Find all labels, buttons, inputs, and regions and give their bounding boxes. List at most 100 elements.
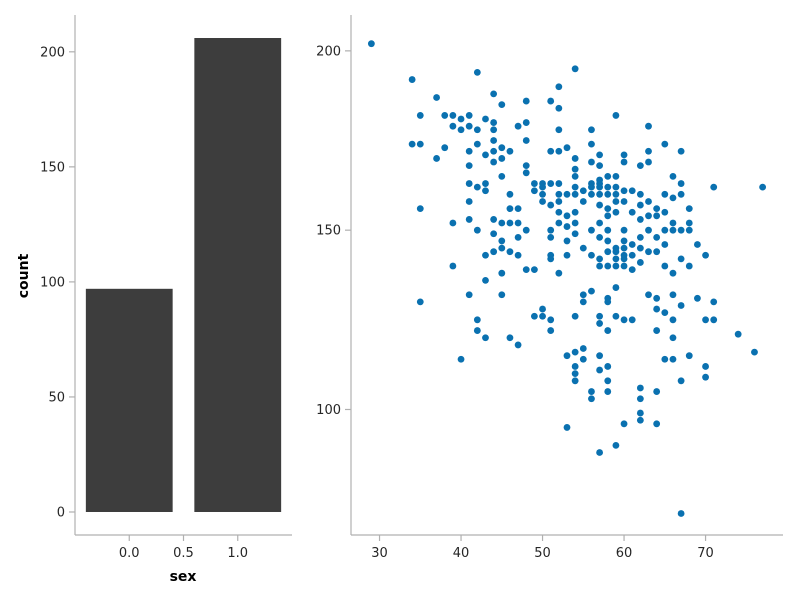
- scatter-point: [416, 112, 424, 119]
- scatter-point: [612, 190, 620, 198]
- scatter-point: [596, 449, 604, 456]
- scatter-point: [628, 241, 636, 248]
- scatter-point: [457, 355, 465, 363]
- scatter-point: [604, 237, 612, 245]
- scatter-point: [571, 377, 579, 385]
- scatter-point: [588, 190, 595, 198]
- scatter-point: [636, 233, 644, 241]
- scatter-point: [604, 262, 612, 270]
- scatter-point: [506, 248, 514, 256]
- scatter-point: [604, 226, 612, 234]
- scatter-point: [563, 223, 571, 230]
- scatter-point: [571, 190, 579, 198]
- scatter-point: [677, 302, 685, 309]
- scatter-point: [636, 190, 644, 198]
- scatter-point: [661, 309, 669, 317]
- scatter-point: [620, 262, 628, 270]
- scatter-point: [628, 187, 636, 195]
- scatter-point: [596, 162, 604, 170]
- scatter-point: [588, 126, 595, 134]
- scatter-point: [473, 226, 481, 234]
- bar-y-tick-label: 200: [40, 45, 65, 60]
- scatter-point: [579, 355, 587, 363]
- bar-x-tick-label: 0.0: [119, 546, 140, 561]
- scatter-y-tick-label: 100: [316, 403, 341, 418]
- scatter-point: [449, 262, 457, 270]
- scatter-point: [449, 122, 457, 130]
- scatter-point: [482, 115, 489, 123]
- scatter-point: [612, 441, 620, 449]
- scatter-point: [645, 291, 652, 299]
- scatter-point: [620, 420, 628, 428]
- scatter-point: [539, 190, 546, 198]
- scatter-point: [579, 198, 587, 205]
- scatter-point: [490, 147, 498, 155]
- scatter-point: [636, 409, 644, 417]
- scatter-point: [547, 97, 555, 105]
- scatter-point: [547, 226, 555, 234]
- scatter-point: [669, 172, 677, 180]
- scatter-point: [498, 291, 506, 299]
- scatter-point: [604, 388, 612, 395]
- scatter-point: [465, 162, 473, 170]
- scatter-point: [473, 316, 481, 324]
- scatter-point: [734, 330, 742, 338]
- scatter-point: [759, 183, 767, 191]
- scatter-point: [465, 122, 473, 130]
- bar-axes: 0 50 100 150 200 0.0 0.5 1.0: [40, 15, 292, 561]
- scatter-point: [547, 316, 555, 324]
- scatter-point: [612, 262, 620, 270]
- scatter-point: [522, 226, 530, 234]
- scatter-point: [514, 233, 522, 241]
- scatter-point: [636, 162, 644, 170]
- scatter-point: [571, 155, 579, 162]
- scatter-point: [596, 233, 604, 241]
- scatter-point: [596, 320, 604, 327]
- scatter-point: [498, 219, 506, 227]
- scatter-point: [669, 316, 677, 324]
- bar-y-tick-label: 100: [40, 275, 65, 290]
- scatter-point: [636, 395, 644, 403]
- scatter-point: [612, 248, 620, 256]
- scatter-point: [653, 205, 661, 213]
- scatter-point: [677, 255, 685, 263]
- scatter-x-tick-label: 40: [453, 546, 470, 561]
- scatter-point: [408, 76, 416, 83]
- scatter-point: [433, 94, 440, 101]
- scatter-point: [571, 230, 579, 238]
- scatter-point: [604, 363, 612, 370]
- scatter-point: [482, 180, 489, 187]
- bar-marks: [85, 38, 282, 512]
- scatter-point: [522, 137, 530, 144]
- scatter-point: [677, 190, 685, 198]
- scatter-x-tick-label: 70: [697, 546, 714, 561]
- scatter-point: [669, 194, 677, 202]
- scatter-point: [490, 126, 498, 134]
- scatter-point: [473, 140, 481, 148]
- scatter-point: [669, 334, 677, 342]
- scatter-point: [482, 151, 489, 159]
- scatter-point: [620, 226, 628, 234]
- scatter-point: [588, 395, 595, 403]
- scatter-point: [710, 316, 718, 324]
- scatter-point: [571, 348, 579, 356]
- scatter-point: [555, 180, 563, 187]
- scatter-point: [628, 251, 636, 259]
- scatter-point: [636, 416, 644, 424]
- scatter-point: [490, 90, 498, 98]
- scatter-point: [579, 291, 587, 299]
- scatter-point: [490, 248, 498, 256]
- scatter-point: [588, 226, 595, 234]
- scatter-point: [588, 140, 595, 148]
- scatter-point: [530, 180, 538, 187]
- scatter-point: [645, 198, 652, 205]
- scatter-point: [498, 155, 506, 162]
- scatter-point: [490, 158, 498, 166]
- scatter-point: [612, 172, 620, 180]
- bar-0.0: [85, 288, 173, 512]
- scatter-point: [645, 122, 652, 130]
- scatter-chart-panel: 100 150 200 30 40 50 60 70: [316, 15, 783, 561]
- scatter-point: [604, 172, 612, 180]
- scatter-point: [514, 341, 522, 349]
- scatter-point: [612, 198, 620, 205]
